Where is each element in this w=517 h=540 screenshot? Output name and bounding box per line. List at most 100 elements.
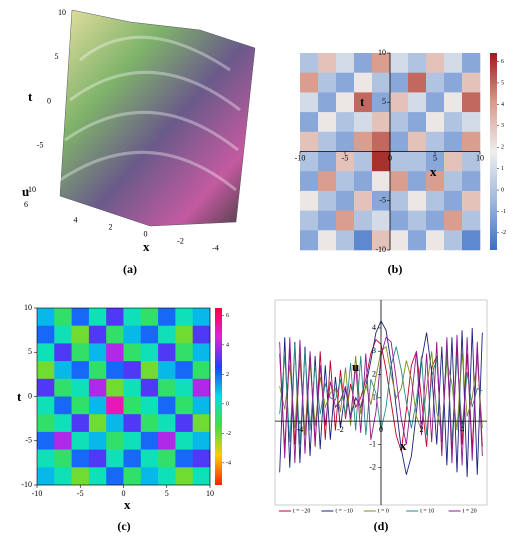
heat-cell — [192, 414, 211, 433]
heat-cell — [192, 325, 211, 344]
heat-cell — [158, 431, 176, 450]
heat-cell — [88, 361, 107, 380]
heat-cell — [140, 467, 159, 486]
x-tick-label: 5 — [165, 489, 169, 498]
heat-cell — [140, 449, 159, 468]
heat-cell — [462, 112, 481, 133]
heat-cell — [192, 343, 211, 362]
heat-cell — [372, 112, 391, 133]
heat-cell — [71, 343, 90, 362]
heat-cell — [462, 53, 481, 73]
legend-label: t = −20 — [293, 508, 310, 514]
heat-cell — [390, 190, 409, 211]
heat-cell — [354, 53, 373, 73]
heat-cell — [426, 190, 445, 211]
heat-cell — [390, 230, 409, 251]
heat-cell — [37, 325, 55, 344]
heat-cell — [300, 171, 319, 192]
heat-cell — [88, 343, 107, 362]
heat-cell — [123, 361, 142, 380]
y-tick-label: 3 — [372, 346, 376, 355]
y-tick-label: 5 — [28, 347, 32, 356]
surface-image — [59, 9, 256, 227]
heat-cell — [354, 190, 373, 211]
heat-cell — [54, 431, 72, 450]
x-axis-label: x — [124, 497, 131, 512]
heat-cell — [462, 131, 481, 152]
x-tick-label: -5 — [77, 489, 84, 498]
heat-cell — [158, 361, 176, 380]
heat-cell — [88, 414, 107, 433]
heat-cell — [444, 190, 463, 211]
heat-cell — [426, 72, 445, 93]
heat-cell — [175, 361, 193, 380]
x-tick-label: -5 — [342, 153, 349, 162]
heat-cell — [123, 449, 142, 468]
y-axis-label: t — [360, 94, 365, 109]
heat-cell — [354, 171, 373, 192]
heat-cell — [175, 378, 193, 397]
heat-cell — [372, 230, 391, 251]
heat-cell — [54, 361, 72, 380]
x-axis-label: x — [143, 239, 150, 254]
heat-cell — [192, 467, 211, 486]
heat-cell — [408, 131, 427, 152]
heat-cell — [140, 396, 159, 415]
heat-cell — [88, 449, 107, 468]
heat-cell — [336, 72, 355, 93]
surface-shading — [59, 35, 241, 192]
heat-cell — [192, 361, 211, 380]
heat-cell — [318, 190, 337, 211]
x-tick-label: 10 — [476, 153, 484, 162]
heat-cell — [354, 210, 373, 231]
heat-cell — [88, 396, 107, 415]
heat-cell — [37, 343, 55, 362]
heat-cell — [444, 230, 463, 251]
heat-cell — [123, 325, 142, 344]
y-tick-label: -2 — [369, 463, 376, 472]
heat-cell — [426, 171, 445, 192]
y-tick-label: 10 — [24, 303, 32, 312]
y-tick-label: 1 — [372, 393, 376, 402]
heat-cell — [140, 431, 159, 450]
x-tick-label: 4 — [460, 425, 464, 434]
heat-cell — [158, 325, 176, 344]
heat-cell — [372, 171, 391, 192]
x-axis-label: x — [400, 438, 407, 453]
colorbar-tick-label: 6 — [501, 59, 504, 65]
heat-cell — [300, 72, 319, 93]
heat-cell — [175, 414, 193, 433]
colorbar-tick-label: 1 — [501, 166, 504, 172]
colorbar-tick-label: -1 — [501, 209, 506, 215]
heat-cell — [354, 151, 373, 172]
heat-cell — [158, 467, 176, 486]
heat-cell — [318, 210, 337, 231]
heat-cell — [318, 230, 337, 251]
heat-cell — [318, 151, 337, 172]
heat-cell — [88, 325, 107, 344]
heat-cell — [54, 325, 72, 344]
heat-cell — [390, 112, 409, 133]
heat-cell — [426, 92, 445, 113]
heat-cell — [106, 449, 124, 468]
heat-cell — [300, 190, 319, 211]
heat-cell — [318, 72, 337, 93]
heat-cell — [106, 308, 124, 326]
heat-cell — [175, 308, 193, 326]
heat-cell — [462, 210, 481, 231]
heat-cell — [123, 431, 142, 450]
y-axis-label: t — [17, 389, 22, 404]
z-axis-label: u — [22, 184, 29, 199]
heat-cell — [71, 396, 90, 415]
heat-cell — [444, 171, 463, 192]
heat-cell — [462, 92, 481, 113]
legend-label: t = 10 — [420, 508, 434, 514]
heat-cell — [123, 467, 142, 486]
caption: (b) — [388, 262, 403, 276]
heat-cell — [426, 230, 445, 251]
heat-cell — [192, 308, 211, 326]
heat-cell — [426, 53, 445, 73]
heat-cell — [444, 131, 463, 152]
colorbar-tick-label: 4 — [226, 342, 229, 348]
